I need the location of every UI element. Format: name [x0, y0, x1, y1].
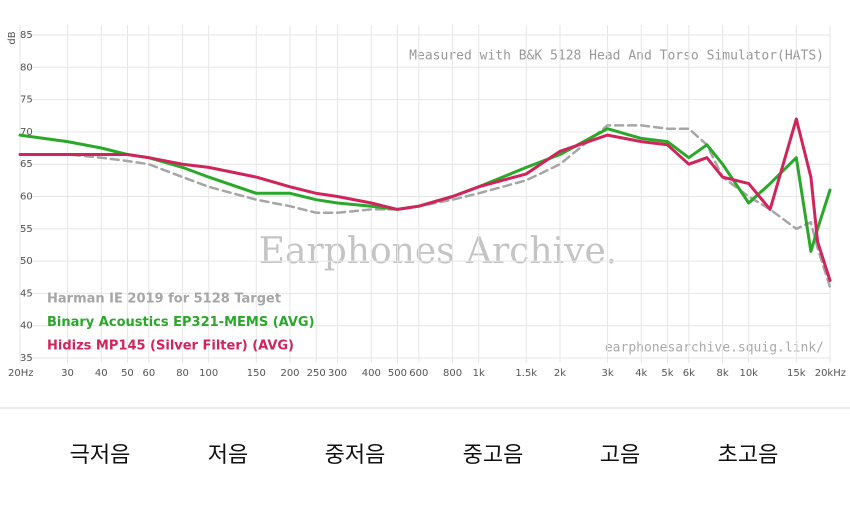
legend-entry: Harman IE 2019 for 5128 Target [47, 292, 281, 307]
x-tick-label: 500 [388, 368, 407, 379]
y-tick-label: 80 [20, 62, 33, 73]
x-tick-label: 80 [176, 368, 189, 379]
x-tick-label: 400 [362, 368, 381, 379]
x-tick-label: 250 [307, 368, 326, 379]
y-tick-label: 85 [20, 30, 33, 41]
x-tick-label: 300 [328, 368, 347, 379]
x-tick-label: 100 [199, 368, 218, 379]
x-tick-label: 2k [554, 368, 566, 379]
y-tick-label: 50 [20, 256, 33, 267]
x-tick-label: 800 [443, 368, 462, 379]
y-tick-label: 55 [20, 224, 33, 235]
x-tick-label: 50 [121, 368, 134, 379]
band-label: 저음 [208, 443, 248, 468]
y-axis-label: dB [7, 31, 18, 44]
source: earphonesarchive.squig.link/ [605, 341, 824, 356]
band-label: 극저음 [70, 443, 131, 468]
x-tick-label: 30 [61, 368, 74, 379]
x-tick-label: 20Hz [8, 368, 34, 379]
y-tick-label: 45 [20, 288, 33, 299]
x-tick-label: 8k [716, 368, 728, 379]
y-tick-label: 35 [20, 353, 33, 364]
y-tick-label: 70 [20, 127, 33, 138]
x-tick-label: 60 [142, 368, 155, 379]
x-tick-label: 40 [95, 368, 108, 379]
y-tick-label: 65 [20, 159, 33, 170]
x-tick-label: 3k [601, 368, 613, 379]
band-label: 고음 [600, 443, 640, 468]
x-tick-label: 600 [409, 368, 428, 379]
band-label: 초고음 [718, 443, 779, 468]
legend-entry: Hidizs MP145 (Silver Filter) (AVG) [47, 339, 294, 354]
annotation: Measured with B&K 5128 Head And Torso Si… [409, 49, 824, 64]
x-tick-label: 10k [739, 368, 758, 379]
x-tick-label: 6k [683, 368, 695, 379]
x-tick-label: 1k [473, 368, 485, 379]
x-tick-label: 20kHz [815, 368, 846, 379]
band-label: 중고음 [463, 443, 524, 468]
x-tick-label: 5k [661, 368, 673, 379]
legend-entry: Binary Acoustics EP321-MEMS (AVG) [47, 315, 315, 330]
x-tick-label: 1.5k [515, 368, 537, 379]
band-label: 중저음 [325, 443, 386, 468]
y-tick-label: 40 [20, 321, 33, 332]
series-line [18, 117, 832, 282]
x-tick-label: 150 [247, 368, 266, 379]
x-tick-label: 15k [787, 368, 806, 379]
x-tick-label: 4k [635, 368, 647, 379]
watermark: Earphones Archive. [259, 231, 617, 272]
x-tick-label: 200 [280, 368, 299, 379]
y-tick-label: 60 [20, 192, 33, 203]
y-tick-label: 75 [20, 95, 33, 106]
